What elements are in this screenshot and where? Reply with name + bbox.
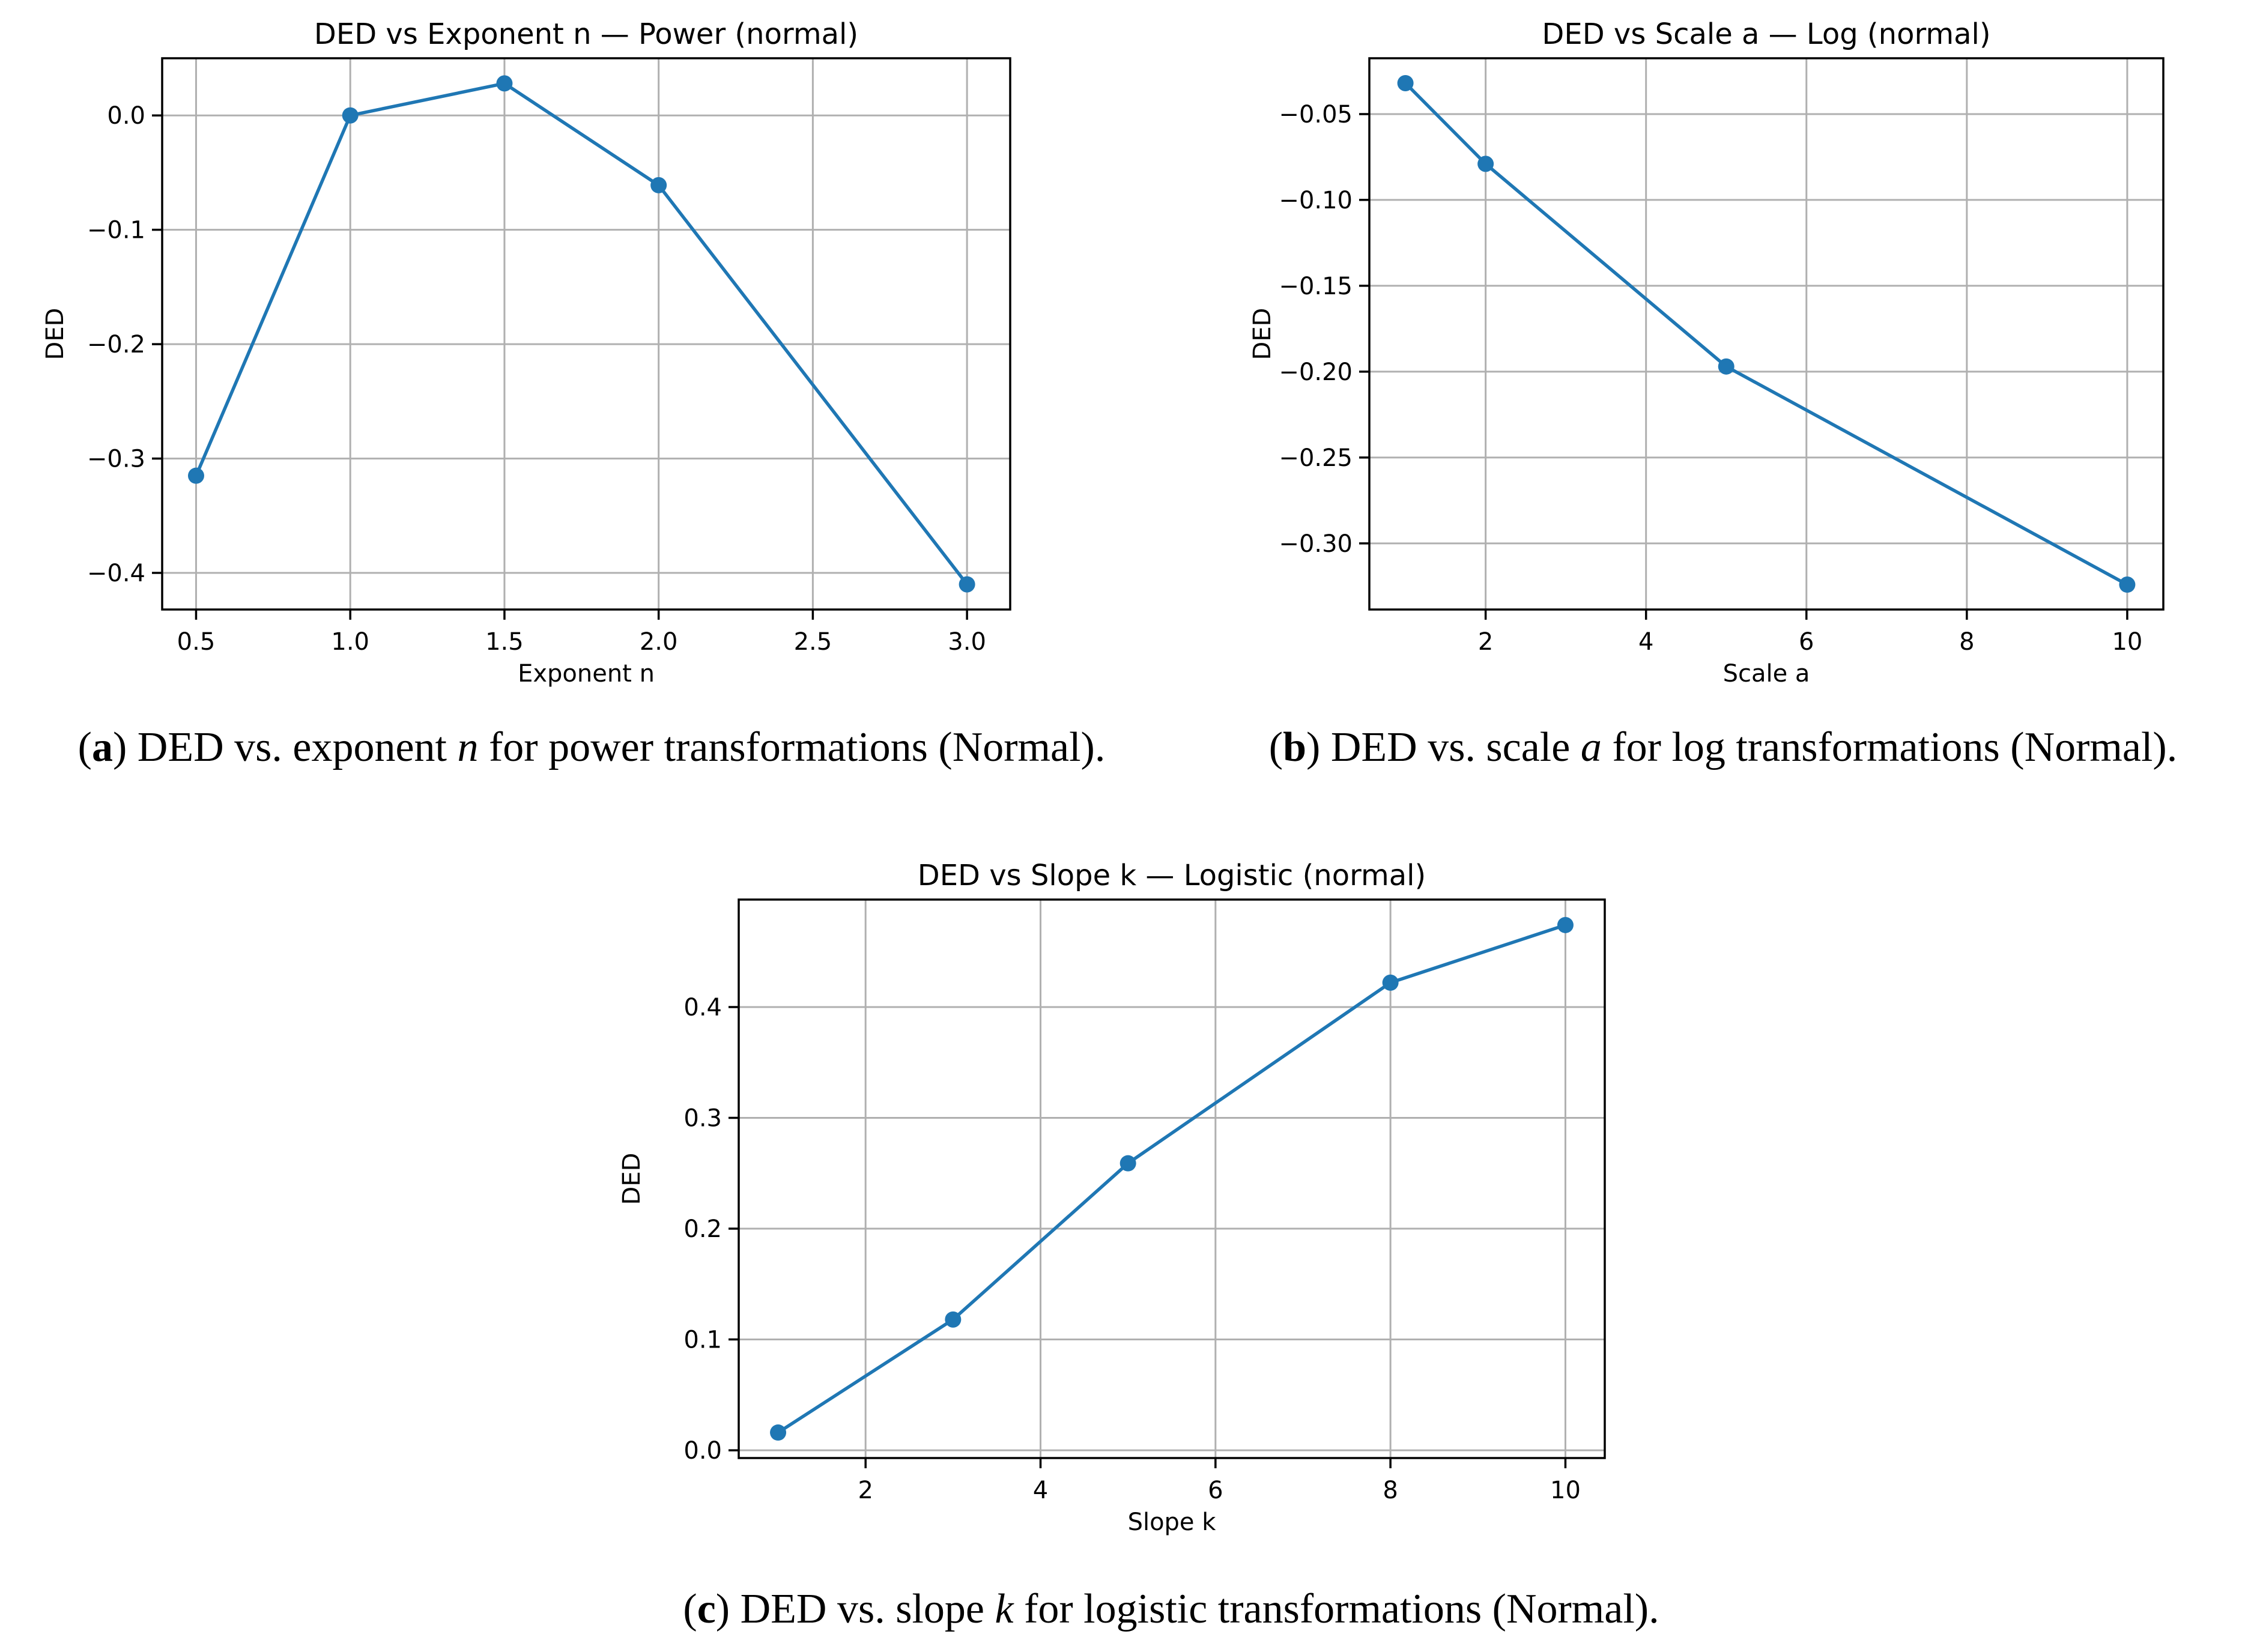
x-tick-label: 10 [1550,1477,1581,1504]
data-point [650,177,667,193]
y-tick-label: 0.3 [683,1105,722,1133]
data-point [959,576,975,593]
data-point [1382,974,1399,991]
x-tick-label: 4 [1638,628,1653,656]
x-tick-label: 0.5 [177,628,216,656]
y-tick-label: −0.15 [1279,273,1353,300]
data-point [1477,156,1494,172]
y-tick-label: −0.30 [1279,530,1353,558]
x-axis-label: Scale a [1723,660,1810,688]
x-tick-label: 8 [1959,628,1974,656]
y-axis-label: DED [41,308,69,360]
caption-a: (a) DED vs. exponent n for power transfo… [77,724,1106,770]
plot-frame [161,57,1011,611]
y-tick-label: −0.05 [1279,101,1353,129]
caption-letter: a [91,724,113,770]
x-tick-label: 6 [1208,1477,1223,1504]
x-tick-label: 2.5 [794,628,832,656]
data-point [2119,576,2136,593]
chart-title: DED vs Slope k — Logistic (normal) [918,859,1426,892]
x-axis-label: Exponent n [518,660,655,688]
caption-b: (b) DED vs. scale a for log transformati… [1268,724,2178,770]
plot-frame [738,898,1606,1459]
plot-frame [1368,57,2165,611]
chart-a: 0.5 1.0 1.5 2.0 2.5 3.0 0.0 −0.1 −0.2 −0.3 −0.4 DED… [41,17,1011,688]
x-tick-label: 1.5 [485,628,524,656]
caption-variable: n [457,724,479,770]
data-point [1119,1155,1136,1172]
x-tick-label: 2 [1478,628,1493,656]
y-tick-label: 0.1 [683,1327,722,1354]
series-line [777,923,1566,1434]
y-tick-label: −0.2 [87,331,145,359]
y-tick-label: −0.4 [87,560,145,587]
data-point [1718,358,1734,375]
data-point [1397,74,1414,91]
data-point [342,107,359,124]
x-tick-label: 1.0 [331,628,369,656]
series-line [194,82,969,585]
y-tick-label: −0.1 [87,217,145,244]
x-tick-label: 3.0 [948,628,986,656]
caption-variable: k [995,1586,1014,1632]
y-tick-label: 0.4 [683,994,722,1021]
chart-c: 2 4 6 8 10 0.0 0.1 0.2 0.3 0.4 DED vs Slope k — Lo… [618,859,1606,1536]
data-point [496,75,513,92]
y-tick-label: −0.25 [1279,444,1353,472]
y-axis-label: DED [1249,308,1276,360]
caption-letter: c [697,1586,716,1632]
y-tick-label: 0.2 [683,1215,722,1243]
caption-variable: a [1580,724,1602,770]
x-tick-label: 2.0 [640,628,678,656]
y-tick-label: −0.3 [87,446,145,473]
caption-c: (c) DED vs. slope k for logistic transfo… [683,1586,1659,1632]
x-tick-label: 2 [858,1477,873,1504]
y-tick-label: −0.10 [1279,187,1353,214]
data-point [770,1424,787,1441]
x-tick-label: 8 [1383,1477,1398,1504]
caption-letter: b [1283,724,1307,770]
series-line [1404,82,2128,586]
data-point [1557,916,1574,933]
y-tick-label: −0.20 [1279,359,1353,386]
chart-title: DED vs Exponent n — Power (normal) [314,17,858,51]
x-tick-label: 4 [1033,1477,1048,1504]
chart-title: DED vs Scale a — Log (normal) [1542,17,1990,51]
y-tick-label: 0.0 [683,1437,722,1465]
data-point [945,1311,962,1328]
data-point [187,467,204,484]
x-tick-label: 6 [1799,628,1814,656]
y-axis-label: DED [618,1153,646,1205]
chart-b: 2 4 6 8 10 −0.05 −0.10 −0.15 −0.20 −0.25 −0.30 DED … [1249,17,2165,688]
x-axis-label: Slope k [1128,1508,1217,1536]
x-tick-label: 10 [2112,628,2142,656]
y-tick-label: 0.0 [107,102,145,130]
